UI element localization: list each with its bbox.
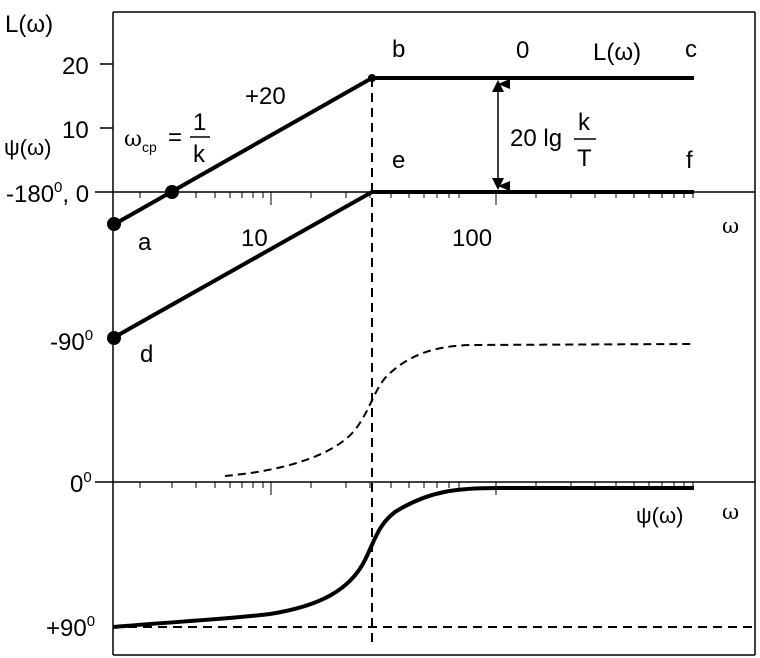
omega-cp-label: ωcp	[124, 127, 157, 155]
zero-slope-label: 0	[516, 37, 529, 64]
point-e-label: e	[392, 147, 405, 174]
gain-arrow-head-top	[492, 80, 504, 92]
gain-denominator: T	[577, 145, 592, 172]
x-tick-10: 10	[241, 225, 268, 252]
line-a-b	[112, 76, 373, 227]
y-tick-10: 10	[62, 117, 89, 144]
point-f-label: f	[686, 147, 693, 174]
point-c-label: c	[685, 36, 697, 63]
origin-label: -1800, 0	[6, 179, 89, 208]
upper-axis-ticks	[139, 192, 694, 205]
point-d-marker	[107, 331, 121, 345]
point-b-label: b	[392, 36, 405, 63]
line-d-e	[112, 190, 373, 340]
gain-arrow-head-bottom	[492, 178, 504, 190]
y-axis-L-label: L(ω)	[5, 11, 53, 38]
lower-axis-ticks	[139, 482, 694, 495]
phase-curve-dashed	[224, 343, 693, 477]
phase-curve-solid	[112, 486, 694, 629]
gain-numerator: k	[578, 109, 591, 136]
y-axis-psi-label: ψ(ω)	[4, 135, 52, 160]
minus90-label: -900	[50, 327, 93, 356]
gain-prefix-label: 20 lg	[510, 125, 562, 152]
point-a-label: a	[138, 229, 152, 256]
omega-label-lower: ω	[722, 500, 739, 524]
slope-label: +20	[245, 83, 286, 110]
L-curve-label: L(ω)	[593, 39, 641, 66]
x-tick-100: 100	[452, 225, 492, 252]
psi-curve-label: ψ(ω)	[636, 503, 684, 528]
omega-label-upper: ω	[722, 214, 739, 238]
left-axis-ticks	[100, 63, 113, 129]
point-b-marker	[368, 74, 376, 82]
zero-deg-label: 00	[70, 469, 92, 498]
frac-denominator: k	[193, 141, 206, 168]
equals-sign: =	[168, 124, 182, 151]
frac-numerator: 1	[193, 109, 206, 136]
plus90-label: +900	[46, 613, 95, 642]
y-tick-20: 20	[62, 53, 89, 80]
point-a-marker	[107, 217, 121, 231]
point-omega-cp-marker	[165, 185, 179, 199]
point-d-label: d	[140, 341, 153, 368]
